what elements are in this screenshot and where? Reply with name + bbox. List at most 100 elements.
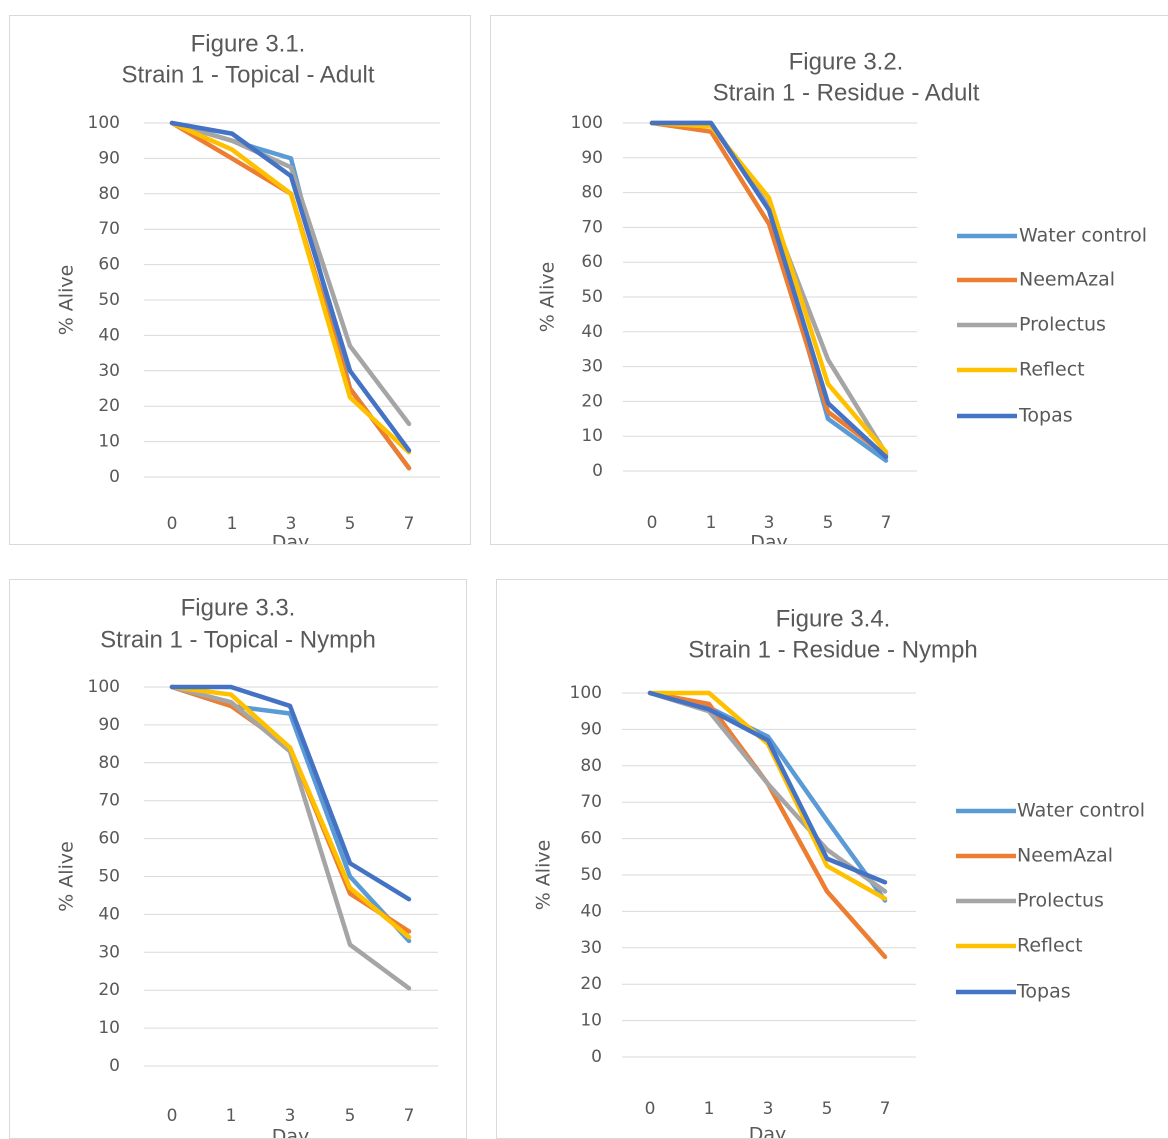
y-tick-label: 50 [580,865,602,885]
chart-svg: Figure 3.2.Strain 1 - Residue - Adult010… [491,16,1168,545]
x-tick-label: 5 [823,513,834,533]
y-tick-label: 70 [98,219,120,239]
y-tick-label: 90 [98,148,120,168]
y-tick-label: 80 [98,753,120,773]
y-tick-label: 10 [581,426,603,446]
x-axis-title: Day [750,532,788,546]
legend-label-prolectus: Prolectus [1019,314,1106,336]
y-tick-label: 10 [580,1011,602,1031]
series-line-topas [652,123,886,457]
x-tick-label: 1 [226,1106,237,1126]
legend-label-reflect: Reflect [1019,359,1085,381]
y-tick-label: 0 [109,467,120,487]
y-tick-label: 30 [580,938,602,958]
legend-label-water-control: Water control [1017,800,1145,822]
y-tick-label: 50 [581,287,603,307]
y-tick-label: 80 [581,183,603,203]
chart-title: Figure 3.1. [191,30,306,57]
x-tick-label: 0 [647,513,658,533]
chart-svg: Figure 3.1. Strain 1 - Topical - Adult 0 10… [10,16,471,545]
y-tick-label: 40 [580,901,602,921]
chart-title: Figure 3.4. [776,605,891,632]
y-tick-label: 60 [581,252,603,272]
y-axis-title: % Alive [537,262,559,333]
x-tick-label: 0 [645,1099,656,1119]
y-tick-label: 100 [571,113,603,133]
y-tick-label: 50 [98,867,120,887]
y-tick-label: 0 [592,461,603,481]
x-tick-label: 5 [345,514,356,534]
x-tick-label: 5 [345,1106,356,1126]
y-tick-label: 100 [88,113,120,133]
y-tick-label: 60 [580,829,602,849]
x-tick-label: 7 [404,514,415,534]
x-tick-label: 3 [764,513,775,533]
y-tick-label: 30 [98,361,120,381]
series-line-neemazal [652,123,886,455]
series-line-prolectus [172,687,409,988]
y-tick-label: 20 [581,391,603,411]
y-tick-label: 40 [581,322,603,342]
x-axis-title: Day [272,532,310,546]
chart-svg: Figure 3.4.Strain 1 - Residue - Nymph010… [497,580,1168,1139]
y-tick-label: 70 [98,791,120,811]
y-tick-label: 80 [580,756,602,776]
y-tick-label: 10 [98,432,120,452]
x-tick-label: 7 [880,1099,891,1119]
legend-label-neemazal: NeemAzal [1019,269,1115,291]
chart-subtitle: Strain 1 - Topical - Nymph [100,626,376,653]
chart-subtitle: Strain 1 - Residue - Adult [713,79,980,106]
y-tick-label: 70 [581,217,603,237]
chart-subtitle: Strain 1 - Topical - Adult [121,61,374,88]
legend-label-topas: Topas [1016,981,1071,1003]
y-tick-label: 40 [98,904,120,924]
y-tick-label: 0 [109,1056,120,1076]
x-axis-title: Day [272,1126,310,1139]
y-tick-label: 100 [570,683,602,703]
legend-label-neemazal: NeemAzal [1017,845,1113,867]
y-tick-label: 60 [98,829,120,849]
series-line-prolectus [172,123,409,424]
y-tick-label: 90 [581,148,603,168]
x-tick-label: 3 [763,1099,774,1119]
x-tick-label: 3 [285,1106,296,1126]
chart-title: Figure 3.3. [181,594,296,621]
x-tick-label: 1 [706,513,717,533]
series-line-reflect [652,123,886,452]
y-tick-label: 90 [98,715,120,735]
x-tick-label: 7 [404,1106,415,1126]
y-tick-label: 50 [98,290,120,310]
x-tick-label: 0 [167,1106,178,1126]
y-tick-label: 20 [580,974,602,994]
y-axis-title: % Alive [533,840,555,911]
y-tick-label: 10 [98,1018,120,1038]
y-tick-label: 0 [591,1047,602,1067]
chart-subtitle: Strain 1 - Residue - Nymph [688,636,977,663]
x-tick-label: 7 [881,513,892,533]
x-tick-label: 5 [822,1099,833,1119]
y-tick-label: 60 [98,255,120,275]
legend-label-topas: Topas [1018,405,1073,427]
y-tick-label: 20 [98,980,120,1000]
y-tick-label: 40 [98,325,120,345]
legend-label-reflect: Reflect [1017,935,1083,957]
series-line-neemazal [172,687,409,931]
y-axis-title: % Alive [56,841,78,912]
y-tick-label: 80 [98,184,120,204]
x-tick-label: 1 [704,1099,715,1119]
legend-label-water-control: Water control [1019,225,1147,247]
legend-label-prolectus: Prolectus [1017,890,1104,912]
chart-title: Figure 3.2. [789,48,904,75]
y-tick-label: 70 [580,792,602,812]
y-tick-label: 20 [98,396,120,416]
series-line-prolectus [650,693,885,891]
y-axis-title: % Alive [56,265,78,336]
y-tick-label: 100 [88,677,120,697]
chart-panel-figure-3-1: Figure 3.1. Strain 1 - Topical - Adult 0 10… [9,15,471,545]
series-line-neemazal [650,693,885,957]
x-tick-label: 0 [167,514,178,534]
y-tick-label: 30 [581,357,603,377]
